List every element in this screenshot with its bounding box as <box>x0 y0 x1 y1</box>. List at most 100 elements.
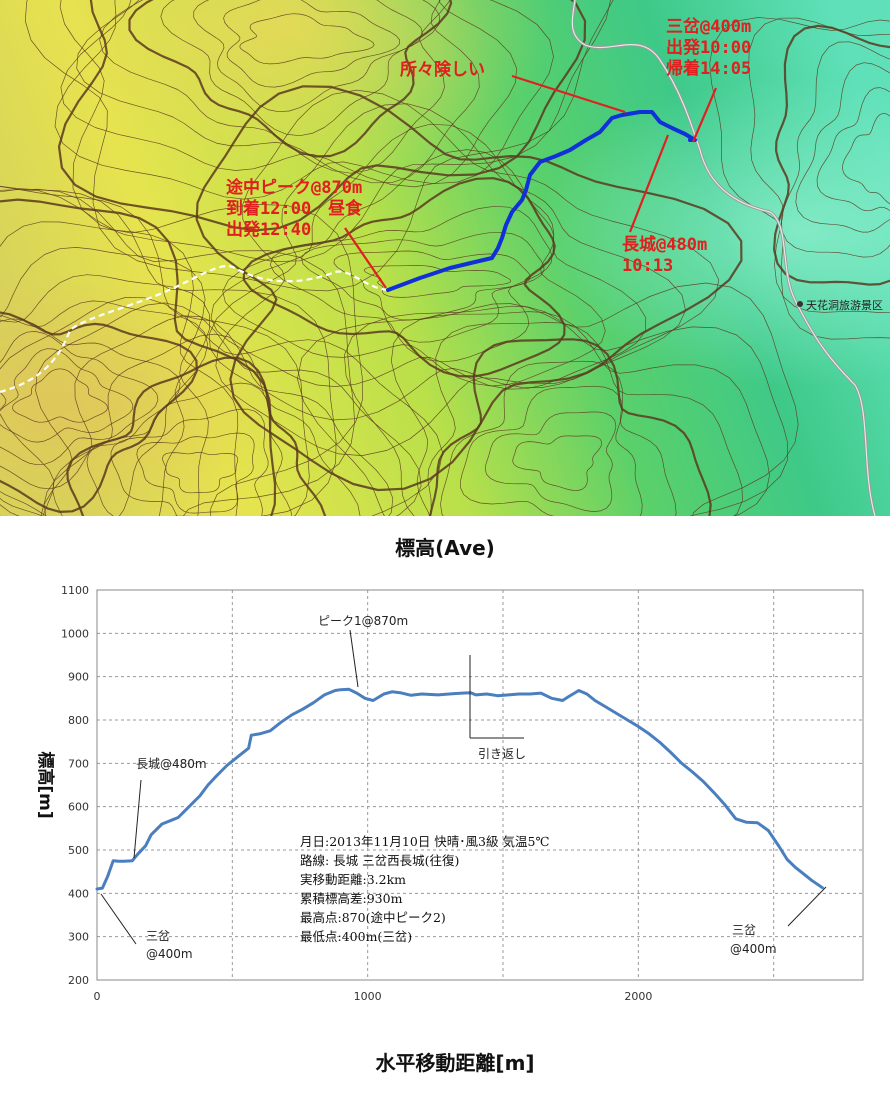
annotation-changcheng: 長城@480m <box>136 757 207 771</box>
contour-line <box>210 123 647 390</box>
contour-line <box>781 41 890 258</box>
sanchi-label-line3: 帰着14:05 <box>666 58 751 79</box>
contour-line <box>512 435 602 491</box>
x-tick-label: 2000 <box>624 990 652 1003</box>
contour-line <box>160 0 441 137</box>
steep-label: 所々険しい <box>400 59 485 80</box>
annotation-turnaround: 引き返し <box>478 747 526 761</box>
contour-line <box>440 360 677 516</box>
contour-line <box>12 368 108 423</box>
contour-line <box>842 113 890 205</box>
x-axis-title: 水平移動距離[m] <box>375 1051 534 1075</box>
x-tick-label: 0 <box>94 990 101 1003</box>
info-distance: 実移動距離:3.2km <box>300 872 406 887</box>
contour-line <box>24 0 614 292</box>
contour-line <box>0 348 134 443</box>
poi-marker-icon <box>797 301 803 307</box>
sanchi-label-line2: 出発10:00 <box>666 37 751 58</box>
contour-line <box>816 87 890 212</box>
contour-line <box>427 322 743 516</box>
peak-label-line1: 途中ピーク@870m <box>226 177 362 198</box>
contour-line <box>136 432 255 514</box>
contour-line <box>301 231 545 343</box>
contour-line <box>344 305 789 516</box>
y-tick-label: 900 <box>68 671 89 684</box>
contour-line <box>223 0 401 88</box>
contour-line <box>239 13 375 65</box>
contour-line <box>86 382 293 516</box>
y-tick-label: 800 <box>68 714 89 727</box>
plot-area-frame <box>96 589 864 981</box>
chart-title: 標高(Ave) <box>395 536 495 560</box>
contour-line <box>0 274 210 516</box>
contour-line <box>193 0 423 113</box>
callout-lines <box>344 74 718 289</box>
contour-line <box>0 189 363 516</box>
x-tick-label: 1000 <box>354 990 382 1003</box>
contour-line <box>99 0 451 174</box>
y-tick-label: 300 <box>68 931 89 944</box>
contour-line <box>484 411 617 512</box>
chart-grid <box>97 589 863 981</box>
contour-line <box>390 311 770 516</box>
contour-line <box>54 0 554 200</box>
changcheng-label-line1: 長城@480m <box>622 235 707 255</box>
contour-line <box>128 0 453 158</box>
contour-line <box>333 250 531 321</box>
y-tick-labels: 200 300 400 500 600 700 800 900 1000 1100 <box>61 584 89 987</box>
gps-route <box>386 110 697 292</box>
contour-line <box>0 300 209 516</box>
contour-line <box>52 333 361 516</box>
y-tick-label: 1100 <box>61 584 89 597</box>
contour-line <box>0 297 443 516</box>
y-tick-label: 200 <box>68 974 89 987</box>
contour-line <box>222 149 606 387</box>
y-tick-label: 600 <box>68 801 89 814</box>
y-axis-title: 標高[m] <box>35 751 56 818</box>
annotation-peak1: ピーク1@870m <box>318 614 408 628</box>
contour-line <box>0 188 356 516</box>
info-highest-point: 最高点:870(途中ピーク2) <box>300 910 446 925</box>
contour-line <box>269 205 553 363</box>
contour-line <box>43 315 394 516</box>
annotation-start-elev: @400m <box>146 947 193 961</box>
contour-line <box>795 62 890 233</box>
contour-line <box>66 356 327 516</box>
topographic-map: 三岔@400m 出発10:00 帰着14:05 所々険しい 途中ピーク@870m… <box>0 0 890 516</box>
previous-trail <box>0 264 389 394</box>
x-tick-labels: 0 1000 2000 <box>94 990 653 1003</box>
sanchi-label-line1: 三岔@400m <box>666 16 751 37</box>
contour-line <box>709 17 890 340</box>
y-tick-label: 500 <box>68 844 89 857</box>
changcheng-label-line2: 10:13 <box>622 256 673 276</box>
info-date: 月日:2013年11月10日 快晴･風3級 気温5℃ <box>300 834 549 849</box>
contour-line <box>57 0 587 232</box>
info-route: 路線: 長城 三岔西長城(往復) <box>300 853 459 868</box>
annotation-end-name: 三岔 <box>732 923 756 937</box>
contour-line <box>110 408 269 516</box>
contour-line <box>460 385 643 516</box>
contour-line <box>195 85 743 492</box>
annotation-start-name: 三岔 <box>146 929 170 943</box>
elevation-series-line <box>95 687 824 891</box>
contour-line <box>35 302 422 516</box>
y-tick-label: 1000 <box>61 627 89 640</box>
contour-lines <box>0 0 890 516</box>
contour-line <box>59 0 611 262</box>
contour-line <box>428 338 712 516</box>
contour-line <box>773 24 890 286</box>
info-cumulative-gain: 累積標高差:930m <box>300 891 403 906</box>
contour-line <box>162 452 239 494</box>
contour-line <box>297 282 799 516</box>
contour-line <box>60 0 517 188</box>
contour-line <box>76 0 480 184</box>
info-lowest-point: 最低点:400m(三岔) <box>300 929 412 944</box>
annotation-end-elev: @400m <box>730 942 777 956</box>
contour-line <box>0 331 159 466</box>
y-tick-label: 400 <box>68 887 89 900</box>
contour-line <box>0 186 310 516</box>
tianhua-place-label: 天花洞旅游景区 <box>806 298 883 312</box>
annotation-leaders <box>100 629 827 945</box>
contour-line <box>748 17 890 313</box>
